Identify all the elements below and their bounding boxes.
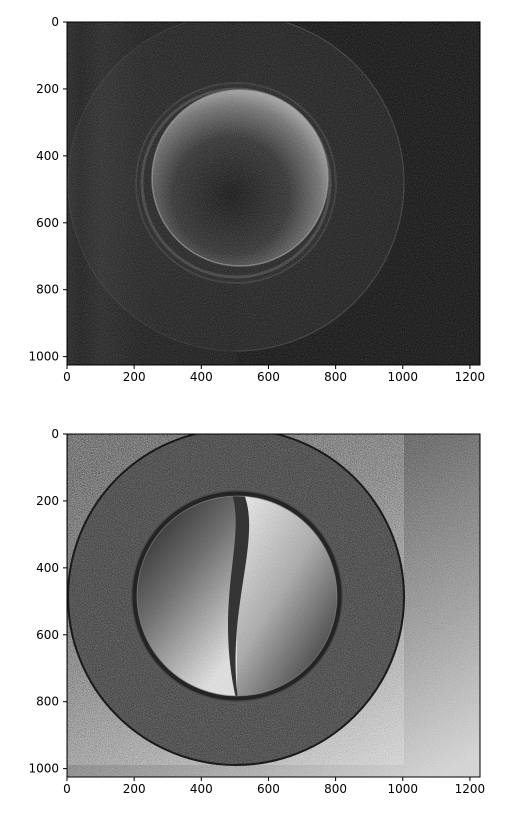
bottom-panel: 0 200 400 600 800 1000 1200 0 200 400 600 800 1000 (28, 427, 485, 796)
x-tick-label: 1000 (387, 370, 418, 384)
x-tick-label: 800 (324, 370, 347, 384)
x-tick-label: 600 (257, 370, 280, 384)
bottom-x-axis: 0 200 400 600 800 1000 1200 (63, 777, 485, 796)
x-tick-label: 200 (123, 370, 146, 384)
x-tick-label: 0 (63, 370, 71, 384)
y-tick-label: 600 (36, 628, 59, 642)
top-x-axis: 0 200 400 600 800 1000 1200 (63, 365, 485, 384)
top-image (67, 15, 480, 365)
top-panel: 0 200 400 600 800 1000 1200 0 200 400 600 800 1000 (28, 15, 485, 384)
bottom-image (67, 429, 480, 777)
y-tick-label: 800 (36, 283, 59, 297)
y-tick-label: 1000 (28, 762, 59, 776)
y-tick-label: 1000 (28, 350, 59, 364)
x-tick-label: 600 (257, 782, 280, 796)
y-tick-label: 200 (36, 494, 59, 508)
x-tick-label: 200 (123, 782, 146, 796)
y-tick-label: 400 (36, 561, 59, 575)
x-tick-label: 1000 (387, 782, 418, 796)
top-y-axis: 0 200 400 600 800 1000 (28, 15, 67, 364)
y-tick-label: 200 (36, 82, 59, 96)
x-tick-label: 1200 (455, 370, 486, 384)
y-tick-label: 0 (51, 15, 59, 29)
x-tick-label: 0 (63, 782, 71, 796)
x-tick-label: 1200 (455, 782, 486, 796)
y-tick-label: 0 (51, 427, 59, 441)
x-tick-label: 400 (190, 370, 213, 384)
x-tick-label: 400 (190, 782, 213, 796)
y-tick-label: 400 (36, 149, 59, 163)
y-tick-label: 800 (36, 695, 59, 709)
y-tick-label: 600 (36, 216, 59, 230)
bottom-y-axis: 0 200 400 600 800 1000 (28, 427, 67, 776)
x-tick-label: 800 (324, 782, 347, 796)
